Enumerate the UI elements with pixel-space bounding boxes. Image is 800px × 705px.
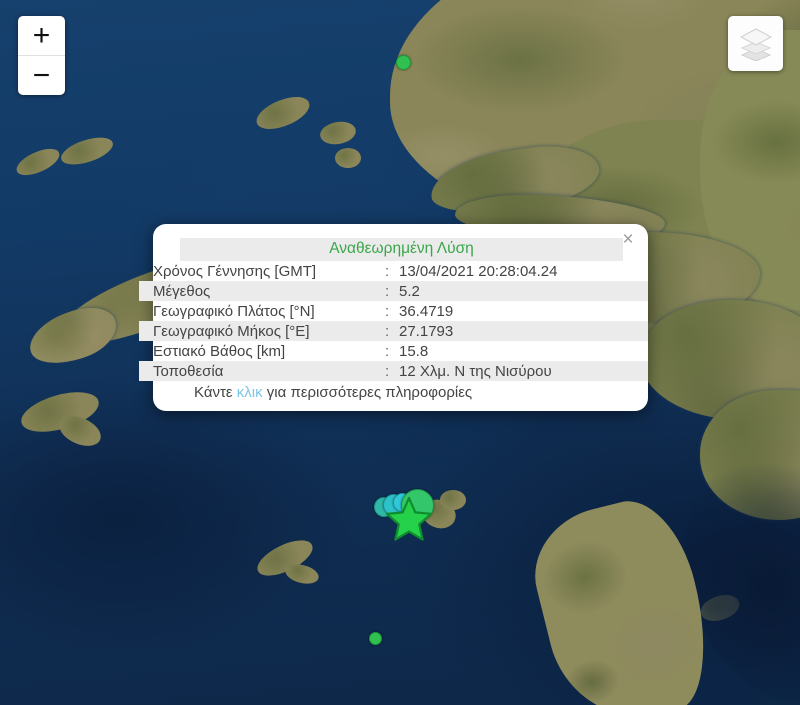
island-tilos-2	[283, 561, 321, 587]
plus-icon: +	[32, 18, 51, 52]
row-label-latitude: Γεωγραφικό Πλάτος [°N]	[153, 302, 315, 320]
row-label-magnitude: Μέγεθος	[153, 281, 385, 301]
layers-control-button[interactable]	[728, 16, 783, 71]
popup-title: Αναθεωρημένη Λύση	[329, 240, 474, 257]
footer-text-after: για περισσότερες πληροφορίες	[262, 384, 473, 401]
row-separator: :	[385, 342, 390, 360]
row-separator: :	[385, 262, 390, 280]
popup-title-banner: Αναθεωρημένη Λύση	[180, 238, 623, 261]
epicenter-star[interactable]	[385, 495, 433, 543]
island-nisyros-2	[440, 490, 466, 510]
table-row: Γεωγραφικό Μήκος [°E] : 27.1793	[153, 321, 648, 341]
zoom-in-button[interactable]: +	[18, 16, 65, 56]
row-separator: :	[385, 361, 399, 381]
event-dot-south[interactable]	[369, 632, 382, 645]
row-label-origin-time: Χρόνος Γέννησης [GMT]	[153, 262, 317, 280]
row-value-longitude: 27.1793	[399, 321, 648, 341]
table-row: Μέγεθος : 5.2	[153, 281, 648, 301]
row-value-latitude: 36.4719	[399, 302, 454, 320]
zoom-out-button[interactable]: −	[18, 56, 65, 95]
table-row: Τοποθεσία : 12 Χλμ. Ν της Νισύρου	[153, 361, 648, 381]
island-small-4	[335, 148, 361, 168]
island-north-west-2	[12, 143, 64, 181]
event-dot-north[interactable]	[396, 55, 411, 70]
layers-stack-icon	[739, 27, 772, 61]
more-info-link[interactable]: κλικ	[236, 384, 263, 401]
row-separator: :	[385, 321, 399, 341]
earthquake-details-table: Χρόνος Γέννησης [GMT] : 13/04/2021 20:28…	[153, 261, 648, 381]
row-value-origin-time: 13/04/2021 20:28:04.24	[399, 262, 558, 280]
zoom-control: + −	[18, 16, 65, 95]
row-value-magnitude: 5.2	[399, 281, 648, 301]
footer-text-before: Κάντε	[194, 384, 237, 401]
row-label-location: Τοποθεσία	[153, 361, 385, 381]
row-value-location: 12 Χλμ. Ν της Νισύρου	[399, 361, 648, 381]
island-small-3	[318, 119, 358, 147]
row-separator: :	[385, 281, 399, 301]
island-north-west	[57, 132, 117, 170]
row-separator: :	[385, 302, 390, 320]
earthquake-info-popup: × Αναθεωρημένη Λύση Χρόνος Γέννησης [GMT…	[153, 224, 648, 411]
popup-footer: Κάντε κλικ για περισσότερες πληροφορίες	[153, 381, 648, 401]
table-row: Γεωγραφικό Πλάτος [°N] : 36.4719	[153, 301, 648, 321]
table-row: Χρόνος Γέννησης [GMT] : 13/04/2021 20:28…	[153, 261, 648, 281]
popup-close-button[interactable]: ×	[622, 229, 634, 250]
row-label-longitude: Γεωγραφικό Μήκος [°E]	[153, 321, 385, 341]
star-icon	[385, 496, 433, 541]
table-row: Εστιακό Βάθος [km] : 15.8	[153, 341, 648, 361]
minus-icon: −	[32, 58, 51, 92]
row-value-depth: 15.8	[399, 342, 429, 360]
island-ikaria	[252, 90, 314, 136]
row-label-depth: Εστιακό Βάθος [km]	[153, 342, 286, 360]
